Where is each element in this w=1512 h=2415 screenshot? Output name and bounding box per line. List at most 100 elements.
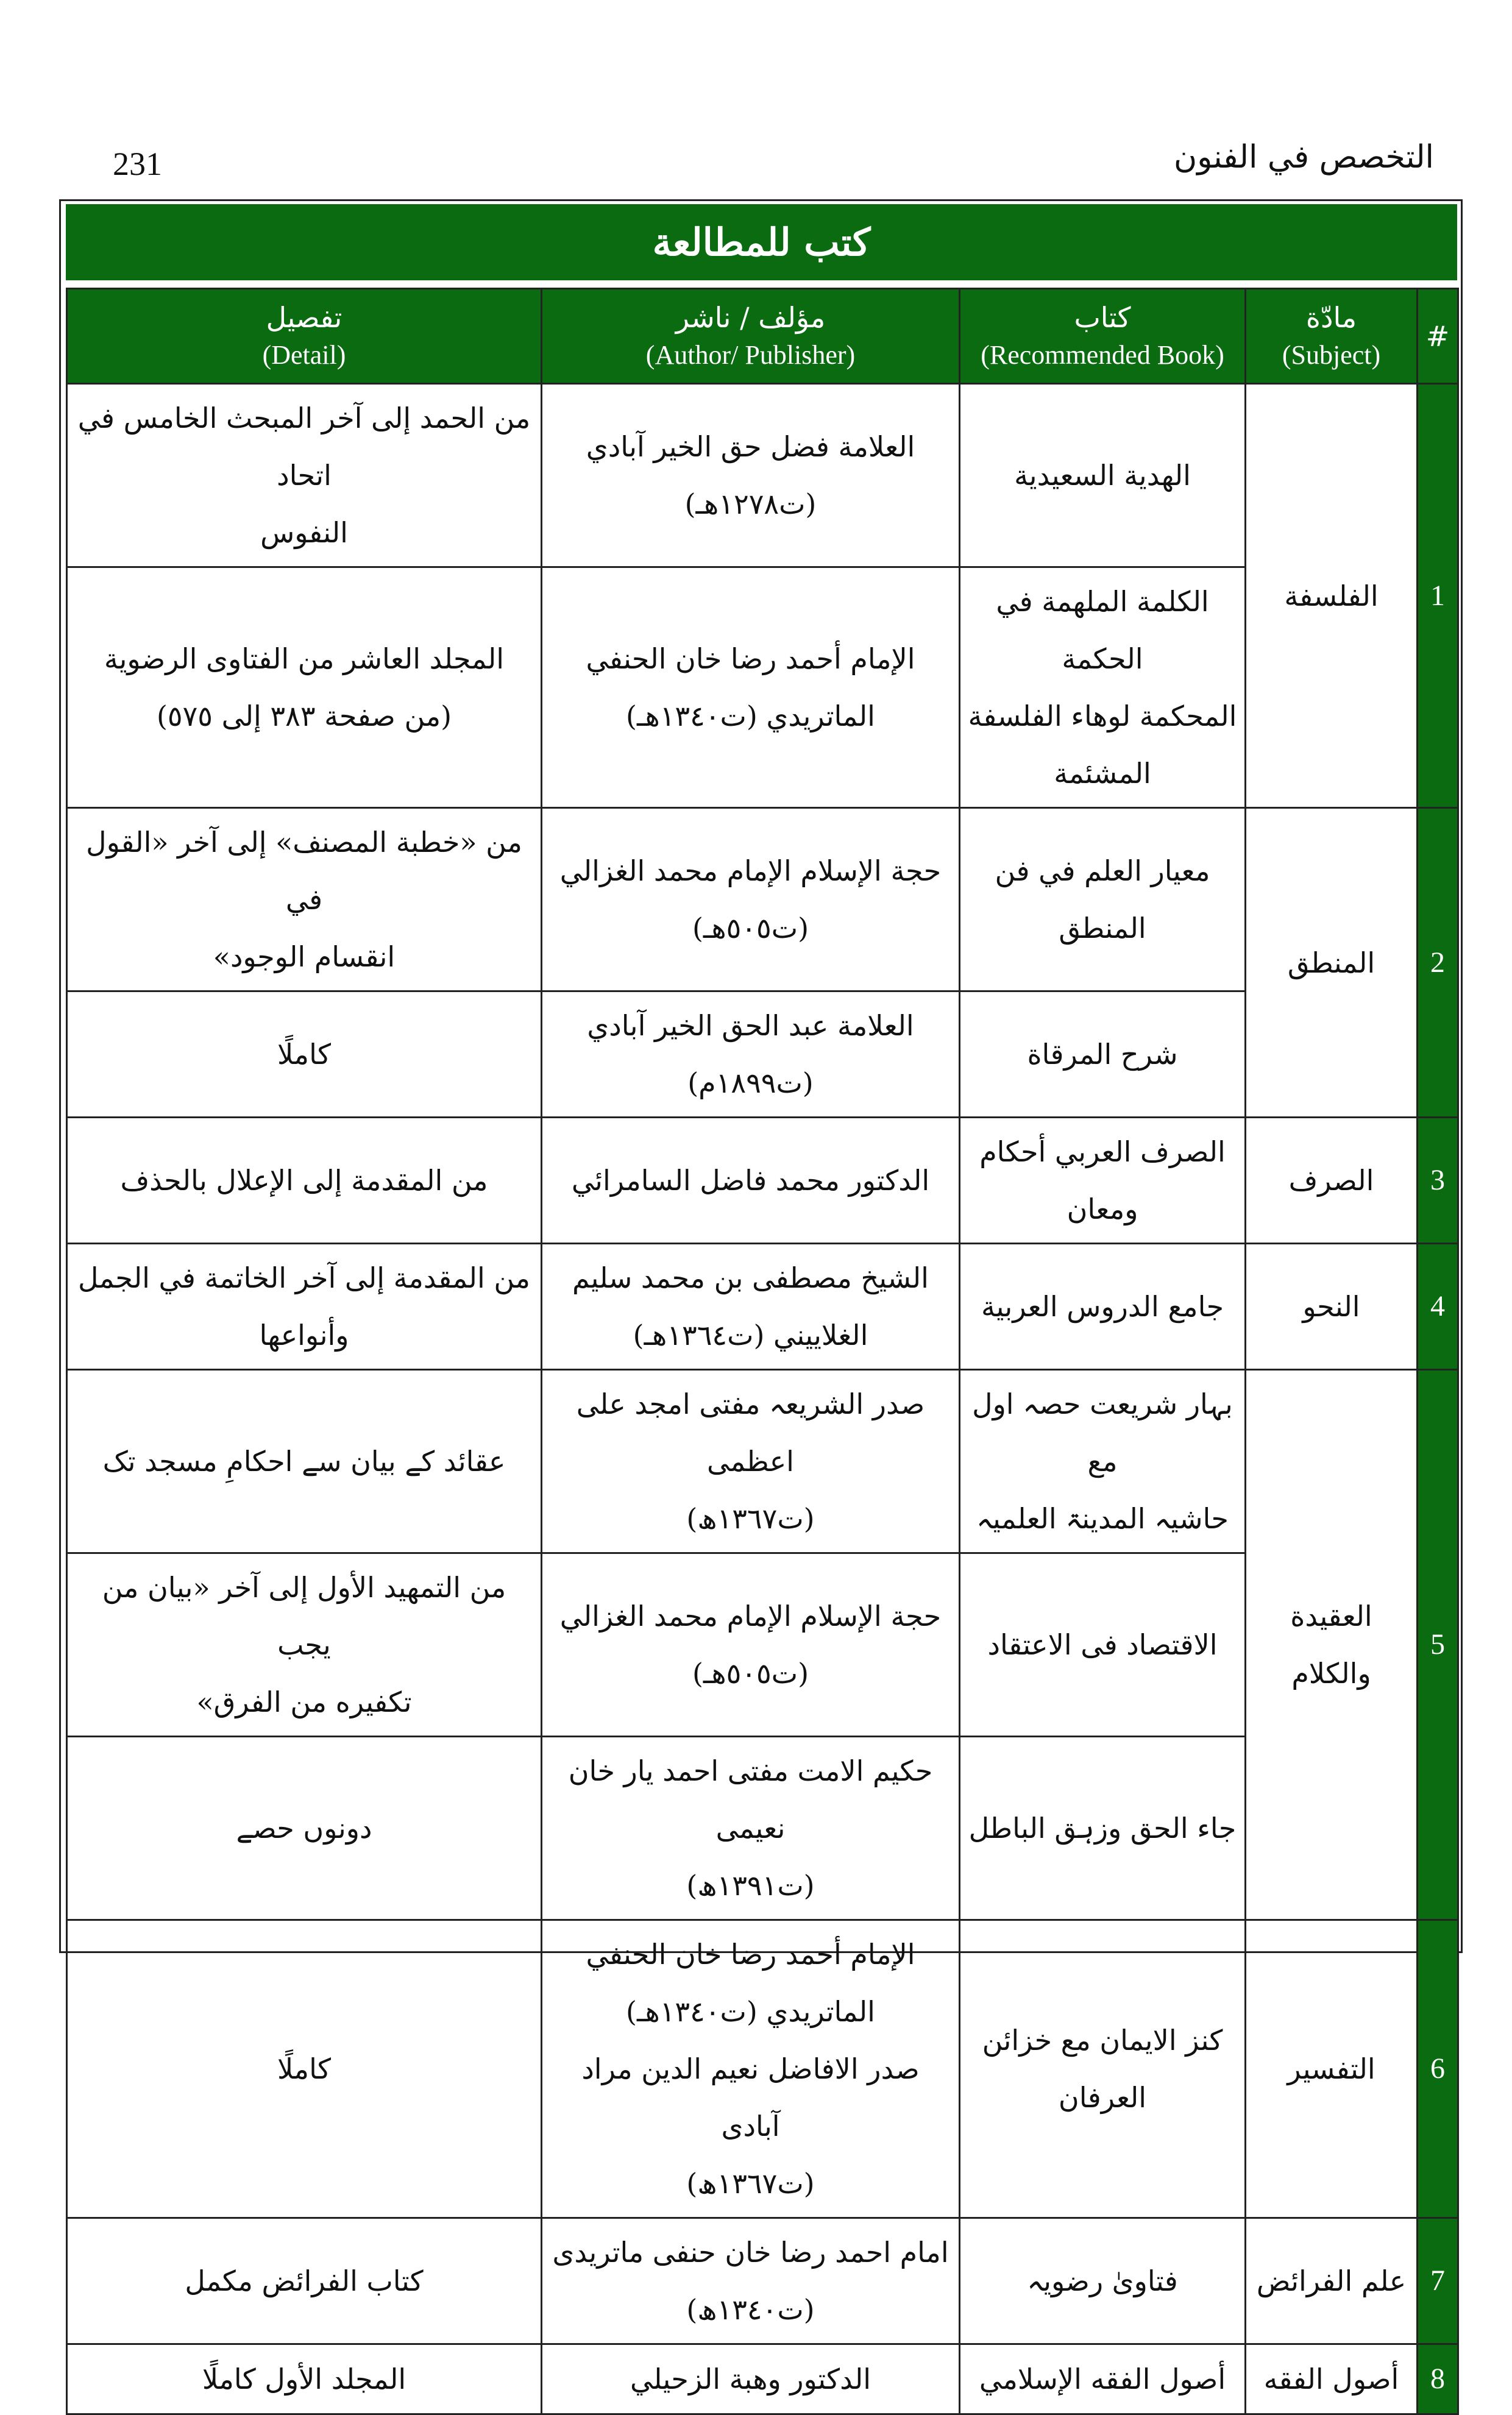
subject-cell: التفسير [1244,1919,1418,2219]
table-row: 3 الصرف الصرف العربي أحكام ومعان الدكتور محم… [66,1116,1459,1244]
author-cell: حجة الإسلام الإمام محمد الغزالي (ت٥٠٥هـ) [541,1552,960,1737]
header-number: # [1416,288,1459,385]
detail-cell: عقائد کے بیان سے احکامِ مسجد تک [66,1369,542,1554]
author-cell-line: حکیم الامت مفتی احمد یار خان نعیمی [568,1754,933,1845]
author-cell-line: الشيخ مصطفى بن محمد سليم [572,1261,929,1294]
detail-cell: المجلد العاشر من الفتاوى الرضوية (من صفحة… [66,566,542,809]
table-row: 8 أصول الفقه أصول الفقه الإسلامي الدكتور وه… [66,2343,1459,2415]
running-head: التخصص في الفنون [1174,139,1434,176]
author-cell-line: الماتريدي (ت١٣٤٠هـ) [626,700,875,732]
author-cell-line: (ت١٣٩١ھ) [686,1869,815,1902]
detail-cell-line: من المقدمة إلى آخر الخاتمة في الجمل [77,1261,531,1294]
detail-cell-line: النفوس [260,516,348,549]
header-label-en: (Detail) [262,339,346,370]
detail-cell-line: من الحمد إلى آخر المبحث الخامس في اتحاد [77,402,531,492]
author-cell-line: امام احمد رضا خان حنفی ماتریدی (ت١٣٤٠ھ) [552,2236,949,2326]
subject-cell: أصول الفقه [1244,2343,1418,2415]
header-detail: تفصيل (Detail) [66,288,542,385]
author-cell-line: (ت١٣٦٧ھ) [686,1502,815,1535]
subject-cell: المنطق [1244,807,1418,1118]
detail-cell-line: تكفيره من الفرق» [196,1686,412,1718]
table-body: 1 الفلسفة الهدية السعيدية العلامة فضل حق ال… [66,383,1459,2415]
author-cell-line: العلامة فضل حق الخير آبادي [586,430,915,463]
book-cell: الكلمة الملهمة في الحكمة المحكمة لوهاء ال… [959,566,1246,809]
subject-cell: العقيدة والكلام [1244,1369,1418,1921]
detail-cell-line: من التمهيد الأول إلى آخر «بيان من يجب [102,1571,506,1661]
book-cell: بہار شریعت حصہ اول مع حاشیہ المدینۃ العلم… [959,1369,1246,1554]
detail-cell-line: وأنواعها [259,1319,349,1352]
detail-cell-line: (من صفحة ٣٨٣ إلى ٥٧٥) [156,700,452,732]
header-subject: مادّة (Subject) [1244,288,1418,385]
author-cell-line: (ت١٨٩٩م) [687,1066,814,1099]
header-label: كتاب [1074,300,1131,334]
author-cell: الدكتور وهبة الزحيلي [541,2343,960,2415]
book-cell-line: فتاویٰ رضویہ [1027,2264,1178,2297]
book-cell: جاء الحق وزہق الباطل [959,1736,1246,1921]
book-cell-line: بہار شریعت حصہ اول مع [972,1388,1233,1478]
author-cell-line: حجة الإسلام الإمام محمد الغزالي [559,854,942,887]
row-number: 3 [1416,1116,1459,1244]
table-row: 5 العقيدة والكلام بہار شریعت حصہ اول مع حاش… [66,1369,1459,1921]
header-author: مؤلف / ناشر (Author/ Publisher) [541,288,960,385]
author-cell-line: الدكتور وهبة الزحيلي [630,2363,871,2395]
author-cell-line: الدكتور محمد فاضل السامرائي [571,1164,930,1197]
row-number: 1 [1416,383,1459,809]
table-row: 6 التفسير کنز الایمان مع خزائن العرفان الإم… [66,1919,1459,2219]
detail-cell-line: کتاب الفرائض مکمل [185,2264,424,2297]
header-label: مؤلف / ناشر [675,300,826,334]
header-label-en: (Recommended Book) [981,339,1224,370]
subject-cell: النحو [1244,1243,1418,1371]
subject-cell: الصرف [1244,1116,1418,1244]
author-cell: الإمام أحمد رضا خان الحنفي الماتريدي (ت١٣… [541,1919,960,2219]
author-cell: الدكتور محمد فاضل السامرائي [541,1116,960,1244]
row-number: 5 [1416,1369,1459,1921]
author-cell-line: صدر الافاضل نعیم الدین مراد آبادی [581,2052,920,2143]
row-number: 2 [1416,807,1459,1118]
header-book: كتاب (Recommended Book) [959,288,1246,385]
book-cell-line: جاء الحق وزہق الباطل [968,1812,1237,1845]
detail-cell-line: من المقدمة إلى الإعلال بالحذف [120,1164,488,1197]
author-cell: حجة الإسلام الإمام محمد الغزالي (ت٥٠٥هـ) [541,807,960,992]
table-row: الكلمة الملهمة في الحكمة المحكمة لوهاء ال… [66,566,1458,809]
book-cell-line: شرح المرقاة [1027,1038,1178,1071]
detail-cell-line: من «خطبة المصنف» إلى آخر «القول في [86,826,522,916]
author-cell-line: الغلاييني (ت١٣٦٤هـ) [633,1319,868,1352]
table-row: شرح المرقاة العلامة عبد الحق الخير آبادي (… [66,990,1458,1118]
book-cell: جامع الدروس العربية [959,1243,1246,1371]
book-cell-line: أصول الفقه الإسلامي [979,2363,1226,2395]
author-cell-line: الإمام أحمد رضا خان الحنفي [586,642,915,675]
table-row: 4 النحو جامع الدروس العربية الشيخ مصطفى بن … [66,1243,1459,1371]
row-number: 8 [1416,2343,1459,2415]
detail-cell-line: كاملًا [277,2052,331,2085]
book-cell-line: حاشیہ المدینۃ العلمیہ [976,1502,1229,1535]
reading-books-table: # مادّة (Subject) كتاب (Recommended Book) … [66,288,1459,2415]
detail-cell: كاملًا [66,1919,542,2219]
subject-cell: الفلسفة [1244,383,1418,809]
author-cell-line: (ت٥٠٥هـ) [692,912,809,945]
detail-cell: المجلد الأول كاملًا [66,2343,542,2415]
table-row: 2 المنطق معيار العلم في فن المنطق حجة الإسل… [66,807,1459,1118]
book-cell: معيار العلم في فن المنطق [959,807,1246,992]
page-number: 231 [113,146,162,182]
author-cell-line: الماتريدي (ت١٣٤٠هـ) [626,1995,875,2028]
book-cell-line: معيار العلم في فن المنطق [995,854,1210,945]
author-cell: الشيخ مصطفى بن محمد سليم الغلاييني (ت١٣٦٤… [541,1243,960,1371]
book-cell: کنز الایمان مع خزائن العرفان [959,1919,1246,2219]
author-cell-line: العلامة عبد الحق الخير آبادي [587,1009,914,1042]
table-row: 7 علم الفرائض فتاویٰ رضویہ امام احمد رضا خا… [66,2217,1459,2345]
book-cell-line: جامع الدروس العربية [981,1290,1224,1323]
book-cell: الصرف العربي أحكام ومعان [959,1116,1246,1244]
author-cell-line: صدر الشریعہ مفتی امجد علی اعظمی [576,1388,925,1478]
detail-cell-line: عقائد کے بیان سے احکامِ مسجد تک [102,1445,506,1478]
book-cell-line: ومعان [1067,1193,1138,1225]
book-cell-line: المشئمة [1054,757,1151,790]
detail-cell: من التمهيد الأول إلى آخر «بيان من يجب تكف… [66,1552,542,1737]
book-cell-line: الهدية السعيدية [1014,459,1191,492]
detail-cell: کتاب الفرائض مکمل [66,2217,542,2345]
author-cell: صدر الشریعہ مفتی امجد علی اعظمی (ت١٣٦٧ھ) [541,1369,960,1554]
table-row: الاقتصاد فى الاعتقاد حجة الإسلام الإمام م… [66,1552,1458,1737]
author-cell-line: حجة الإسلام الإمام محمد الغزالي [559,1600,942,1633]
book-cell-line: الكلمة الملهمة في الحكمة [996,585,1209,675]
book-cell: فتاویٰ رضویہ [959,2217,1246,2345]
book-cell: شرح المرقاة [959,990,1246,1118]
